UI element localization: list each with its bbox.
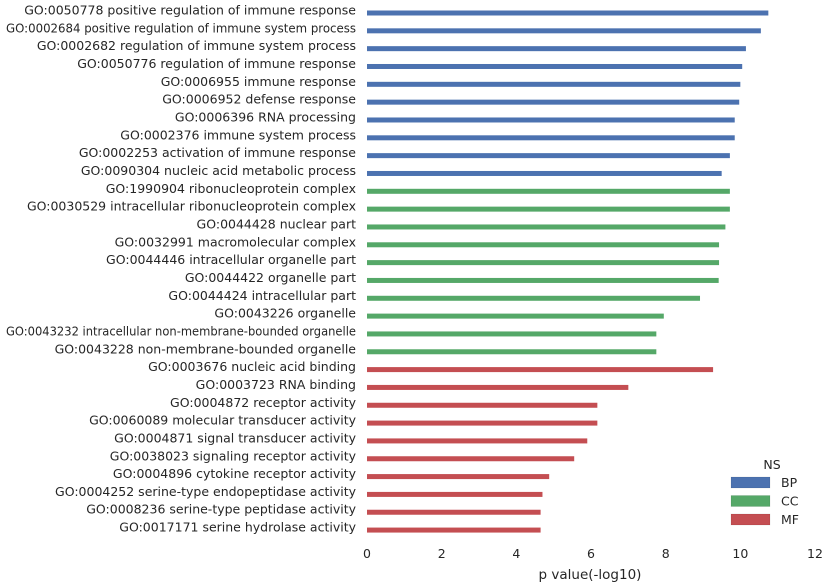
legend-label-mf: MF xyxy=(781,512,799,527)
term-label: GO:0030529 intracellular ribonucleoprote… xyxy=(27,199,356,214)
bar-mf xyxy=(367,384,629,390)
term-label: GO:0006396 RNA processing xyxy=(175,109,356,124)
legend-swatch-bp xyxy=(730,476,771,489)
legend-label-cc: CC xyxy=(781,494,799,509)
bar-cc xyxy=(367,277,719,283)
term-label: GO:0003723 RNA binding xyxy=(196,377,356,392)
term-label: GO:0008236 serine-type peptidase activit… xyxy=(86,502,356,517)
x-axis: 0 2 4 6 8 10 12 xyxy=(363,546,823,561)
x-tick-label: 12 xyxy=(807,546,823,561)
bar-mf xyxy=(367,367,714,373)
bar-bp xyxy=(367,153,730,159)
bar-bp xyxy=(367,28,761,34)
term-label: GO:0006955 immune response xyxy=(161,74,357,89)
term-labels: GO:0050778 positive regulation of immune… xyxy=(6,3,357,535)
bar-mf xyxy=(367,527,541,533)
term-label: GO:0043228 non-membrane-bounded organell… xyxy=(55,341,357,356)
term-label: GO:0017171 serine hydrolase activity xyxy=(119,520,356,535)
term-label: GO:0004896 cytokine receptor activity xyxy=(113,466,357,481)
term-label: GO:0050778 positive regulation of immune… xyxy=(24,3,356,18)
x-tick-label: 6 xyxy=(587,546,595,561)
bar-bp xyxy=(367,81,741,87)
term-label: GO:0043226 organelle xyxy=(214,306,356,321)
bar-cc xyxy=(367,224,726,230)
x-axis-title: p value(-log10) xyxy=(539,567,642,583)
term-label: GO:0060089 molecular transducer activity xyxy=(89,413,357,428)
bar-bp xyxy=(367,10,769,16)
bar-bp xyxy=(367,135,735,141)
legend-title: NS xyxy=(763,457,780,472)
term-label: GO:0044446 intracellular organelle part xyxy=(106,252,356,267)
bar-bp xyxy=(367,46,746,52)
term-label: GO:0090304 nucleic acid metabolic proces… xyxy=(81,163,356,178)
bar-bp xyxy=(367,63,743,69)
bar-mf xyxy=(367,420,598,426)
x-tick-label: 2 xyxy=(438,546,446,561)
bar-bp xyxy=(367,170,722,176)
bar-cc xyxy=(367,331,657,337)
term-label: GO:0032991 macromolecular complex xyxy=(115,234,356,249)
term-label: GO:0003676 nucleic acid binding xyxy=(148,359,356,374)
bar-bp xyxy=(367,117,735,123)
x-tick-label: 4 xyxy=(512,546,520,561)
legend-swatch-cc xyxy=(730,495,771,507)
legend-swatch-mf xyxy=(730,513,771,526)
bar-mf xyxy=(367,491,543,497)
bar-mf xyxy=(367,438,588,444)
term-label: GO:0002684 positive regulation of immune… xyxy=(6,20,356,35)
x-tick-label: 0 xyxy=(363,546,371,561)
term-label: GO:1990904 ribonucleoprotein complex xyxy=(106,181,356,196)
term-label: GO:0004871 signal transducer activity xyxy=(114,430,356,445)
bar-bp xyxy=(367,99,740,105)
term-label: GO:0044428 nuclear part xyxy=(197,216,357,231)
bar-cc xyxy=(367,295,701,301)
term-label: GO:0004252 serine-type endopeptidase act… xyxy=(55,484,357,499)
term-label: GO:0038023 signaling receptor activity xyxy=(110,448,357,463)
term-label: GO:0004872 receptor activity xyxy=(170,395,357,410)
bar-mf xyxy=(367,509,541,515)
bar-cc xyxy=(367,349,657,355)
term-label: GO:0002376 immune system process xyxy=(120,127,356,142)
term-label: GO:0043232 intracellular non-membrane-bo… xyxy=(6,323,356,338)
x-tick-label: 10 xyxy=(732,546,748,561)
bar-mf xyxy=(367,456,575,462)
term-label: GO:0044422 organelle part xyxy=(185,270,356,285)
term-label: GO:0002253 activation of immune response xyxy=(79,145,356,160)
bar-cc xyxy=(367,260,720,266)
x-tick-label: 8 xyxy=(662,546,670,561)
bar-cc xyxy=(367,313,664,319)
bars xyxy=(367,10,769,533)
bar-cc xyxy=(367,206,730,212)
bar-mf xyxy=(367,402,598,408)
term-label: GO:0006952 defense response xyxy=(162,92,356,107)
bar-mf xyxy=(367,474,550,480)
bar-cc xyxy=(367,188,730,194)
legend: NS BP CC MF xyxy=(730,457,799,527)
term-label: GO:0050776 regulation of immune response xyxy=(77,56,356,71)
term-label: GO:0002682 regulation of immune system p… xyxy=(37,38,356,53)
term-label: GO:0044424 intracellular part xyxy=(168,288,356,303)
bar-cc xyxy=(367,242,720,248)
legend-label-bp: BP xyxy=(781,475,798,490)
